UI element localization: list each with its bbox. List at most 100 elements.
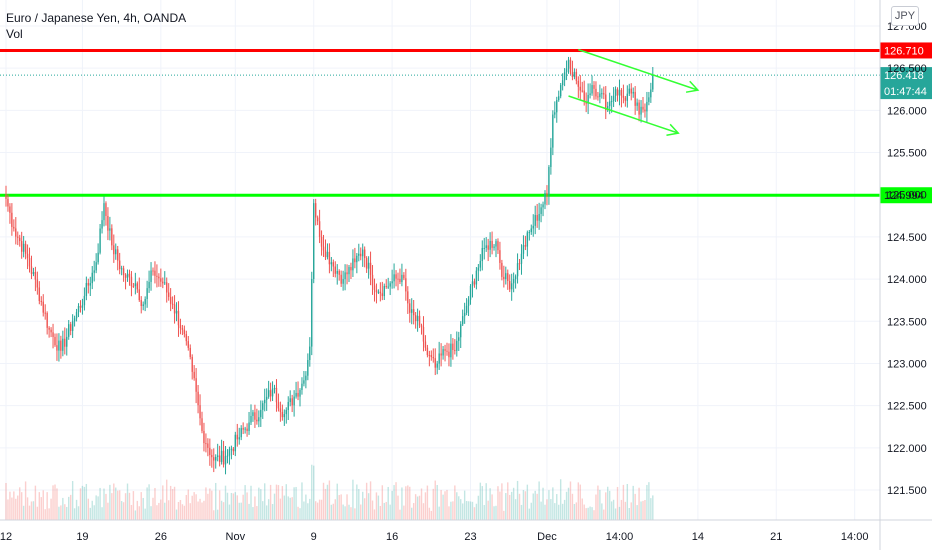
candle-body	[195, 378, 197, 392]
candle-body	[167, 292, 170, 297]
candle-body	[332, 262, 335, 267]
candle-body	[240, 428, 242, 438]
volume-bar	[601, 503, 603, 520]
candle-body	[581, 90, 583, 92]
volume-bar	[146, 487, 148, 520]
candle-body	[56, 345, 58, 351]
candle-body	[550, 147, 552, 167]
candle-body	[177, 310, 180, 326]
candle-body	[83, 295, 86, 306]
volume-bar	[538, 481, 540, 520]
volume-bar	[154, 487, 156, 520]
candle-body	[66, 336, 68, 347]
candle-body	[536, 215, 538, 221]
volume-bar	[597, 485, 599, 520]
candle-body	[207, 443, 209, 448]
volume-bar	[236, 495, 238, 520]
candle-body	[528, 232, 531, 234]
candle-body	[603, 93, 605, 95]
candle-body	[428, 355, 431, 357]
volume-bar	[610, 501, 613, 520]
time-tick-label: 12	[0, 531, 12, 543]
candle-body	[34, 272, 37, 280]
currency-button[interactable]: JPY	[891, 6, 919, 26]
candle-body	[509, 280, 511, 290]
candle-body	[463, 312, 466, 317]
candle-body	[638, 102, 640, 115]
candle-body	[267, 390, 270, 397]
candle-body	[115, 249, 117, 255]
volume-bar	[332, 503, 335, 520]
candle-body	[407, 291, 409, 304]
volume-bar	[134, 510, 137, 520]
volume-bar	[567, 487, 570, 520]
volume-bar	[324, 488, 327, 520]
candle-body	[136, 283, 139, 290]
volume-bar	[344, 506, 346, 520]
candle-body	[652, 74, 654, 90]
candle-body	[314, 203, 317, 218]
candle-body	[469, 285, 472, 300]
volume-bar	[552, 487, 554, 520]
candle-body	[403, 274, 405, 279]
volume-bar	[585, 508, 587, 520]
candle-body	[573, 71, 576, 77]
volume-bar	[203, 500, 205, 520]
volume-bar	[87, 498, 90, 520]
volume-bar	[262, 501, 264, 520]
volume-bar	[275, 484, 278, 520]
volume-bar	[385, 501, 387, 520]
volume-bar	[577, 482, 580, 520]
candle-body	[213, 457, 215, 461]
volume-bar	[534, 490, 536, 520]
candle-body	[256, 419, 258, 422]
volume-bar	[91, 500, 93, 520]
candle-body	[77, 306, 80, 313]
volume-bar	[550, 499, 552, 520]
volume-bar	[518, 493, 521, 520]
volume-bar	[467, 501, 470, 520]
candle-body	[650, 89, 652, 98]
volume-bar	[632, 485, 634, 520]
volume-bar	[293, 487, 295, 520]
volume-bar	[93, 505, 95, 520]
candle-body	[166, 282, 168, 293]
volume-bar	[399, 509, 401, 520]
candle-body	[50, 329, 52, 333]
volume-bar	[461, 503, 464, 520]
candle-body	[642, 106, 644, 110]
candle-body	[405, 278, 407, 292]
candle-body	[222, 450, 225, 465]
candle-body	[558, 96, 560, 101]
candle-body	[234, 434, 237, 452]
volume-bar	[330, 504, 333, 520]
time-tick-label: 9	[311, 531, 317, 543]
candle-body	[232, 448, 235, 452]
volume-bar	[316, 502, 319, 520]
candle-body	[42, 301, 44, 313]
volume-bar	[42, 490, 44, 520]
candle-body	[446, 350, 448, 352]
candle-body	[532, 225, 534, 229]
candle-body	[569, 59, 572, 73]
candle-body	[122, 268, 125, 275]
candle-body	[238, 437, 240, 440]
candle-body	[567, 59, 570, 69]
volume-bar	[305, 494, 307, 520]
time-tick-label: 16	[386, 531, 398, 543]
candle-body	[483, 247, 485, 249]
candle-body	[193, 371, 195, 379]
candle-body	[291, 398, 293, 406]
candle-body	[183, 329, 186, 335]
candle-body	[164, 282, 166, 284]
candle-body	[316, 217, 319, 222]
candle-body	[156, 275, 158, 277]
volume-bar	[89, 507, 91, 520]
candle-body	[289, 398, 291, 403]
volume-bars	[5, 464, 654, 520]
candle-body	[228, 449, 231, 456]
candle-body	[146, 288, 148, 299]
volume-bar	[626, 483, 629, 520]
